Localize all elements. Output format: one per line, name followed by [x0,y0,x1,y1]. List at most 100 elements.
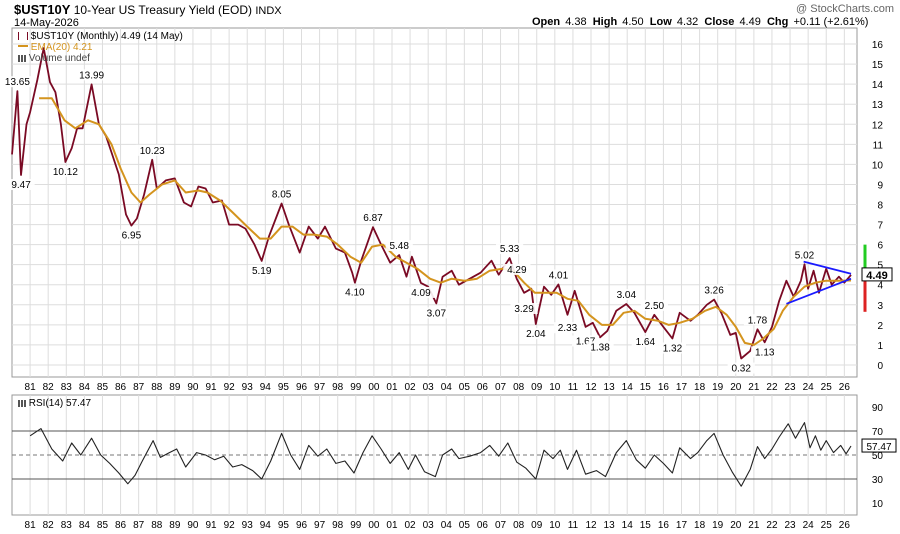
annotation-bg [268,188,296,200]
x-tick-label: 26 [839,520,851,531]
x-tick-label: 86 [115,520,127,531]
x-tick-label: 83 [61,520,73,531]
annotation-label: 3.29 [514,304,534,315]
annotation-bg [553,322,582,334]
chg-value: +0.11 (+2.61%) [793,16,869,28]
legend-rsi-label: RSI(14) 57.47 [28,398,92,409]
x-tick-label: 92 [224,520,236,531]
annotation-label: 10.12 [53,167,78,178]
x-tick-label: 00 [368,520,380,531]
x-tick-label: 02 [405,520,417,531]
x-tick-label: 19 [712,382,724,393]
last-value-label: 4.49 [866,270,887,282]
x-tick-label: 07 [495,520,507,531]
x-tick-label: 96 [296,382,308,393]
annotation-bg [571,335,600,347]
x-tick-label: 87 [133,382,145,393]
exchange: INDX [255,5,282,17]
annotation-label: 5.19 [252,266,272,277]
annotation-bg [631,336,659,348]
rsi-line [29,422,852,487]
y-tick-label: 10 [872,160,884,171]
x-tick-label: 06 [477,382,489,393]
x-tick-label: 17 [676,382,688,393]
y-tick-label: 5 [877,261,883,272]
rsi-y-tick-label: 30 [872,475,884,486]
x-tick-label: 21 [748,382,760,393]
x-tick-label: 18 [694,520,706,531]
x-tick-label: 84 [79,520,91,531]
annotation-label: 2.50 [645,301,665,312]
price-panel-frame [11,27,858,378]
annotation-label: 13.99 [79,70,104,81]
annotation-label: 1.78 [748,315,768,326]
legend-ema: EMA(20) 4.21 [18,42,92,53]
legend-price-label: $UST10Y (Monthly) 4.49 (14 May) [30,31,183,42]
chart-date: 14-May-2026 [14,17,79,29]
x-tick-label: 03 [423,382,435,393]
x-tick-label: 92 [224,382,236,393]
annotation-bg [117,229,146,241]
annotation-bg [700,284,728,296]
annotation-label: 1.13 [755,347,775,358]
annotation-bg [0,76,34,88]
x-tick-label: 03 [423,520,435,531]
y-tick-label: 1 [877,341,883,352]
y-tick-label: 6 [877,241,883,252]
annotation-label: 3.04 [617,290,637,301]
x-tick-label: 16 [658,382,670,393]
annotation-bg [135,144,169,156]
annotation-label: 2.33 [558,323,578,334]
annotation-bg [510,302,538,314]
x-tick-label: 10 [549,382,561,393]
y-tick-label: 11 [873,140,884,151]
description: 10-Year US Treasury Yield (EOD) [73,3,253,17]
x-tick-label: 88 [151,382,163,393]
rsi-x-axis: 81 82 83 84 85 86 87 88 89 90 91 92 93 94 95 96 97 98 99 00… [25,520,851,531]
x-tick-label: 93 [242,382,254,393]
trendline [786,277,852,305]
x-tick-label: 85 [97,382,109,393]
y-tick-label: 8 [877,201,883,212]
x-tick-label: 82 [43,520,55,531]
x-tick-label: 94 [260,382,272,393]
annotation-label: 5.48 [389,241,409,252]
annotation-bg [586,341,614,353]
x-tick-label: 95 [278,520,290,531]
annotation-label: 6.95 [122,231,142,242]
x-tick-label: 06 [477,520,489,531]
annotation-bg [751,346,779,358]
symbol: $UST10Y [14,2,71,17]
y-tick-label: 3 [877,301,883,312]
legend-ema-label: EMA(20) 4.21 [30,42,93,53]
x-tick-label: 24 [803,520,815,531]
annotation-bg [248,264,276,276]
x-tick-label: 93 [242,520,254,531]
y-tick-label: 15 [872,60,884,71]
x-tick-label: 22 [766,520,778,531]
rsi-last-value-box [861,438,897,453]
x-tick-label: 25 [821,382,833,393]
x-tick-label: 05 [459,520,471,531]
low-label: Low [649,16,672,28]
price-panel: 01234567891011121314151613.659.4713.9910… [0,27,893,378]
annotation-bg [727,362,755,374]
x-tick-label: 23 [784,382,796,393]
x-tick-label: 12 [585,382,597,393]
x-tick-label: 83 [61,382,73,393]
x-tick-label: 99 [350,382,362,393]
legend-volume: Volume undef [18,53,90,64]
x-tick-label: 02 [405,382,417,393]
annotation-label: 10.23 [140,146,165,157]
x-tick-label: 25 [821,520,833,531]
annotation-label: 4.01 [549,271,569,282]
annotation-label: 5.02 [795,250,815,261]
x-tick-label: 13 [604,520,616,531]
x-tick-label: 96 [296,520,308,531]
x-tick-label: 94 [260,520,272,531]
y-tick-label: 9 [877,180,883,191]
last-value-box [861,267,893,282]
ema-legend-icon [18,45,28,47]
annotation-bg [7,179,35,191]
